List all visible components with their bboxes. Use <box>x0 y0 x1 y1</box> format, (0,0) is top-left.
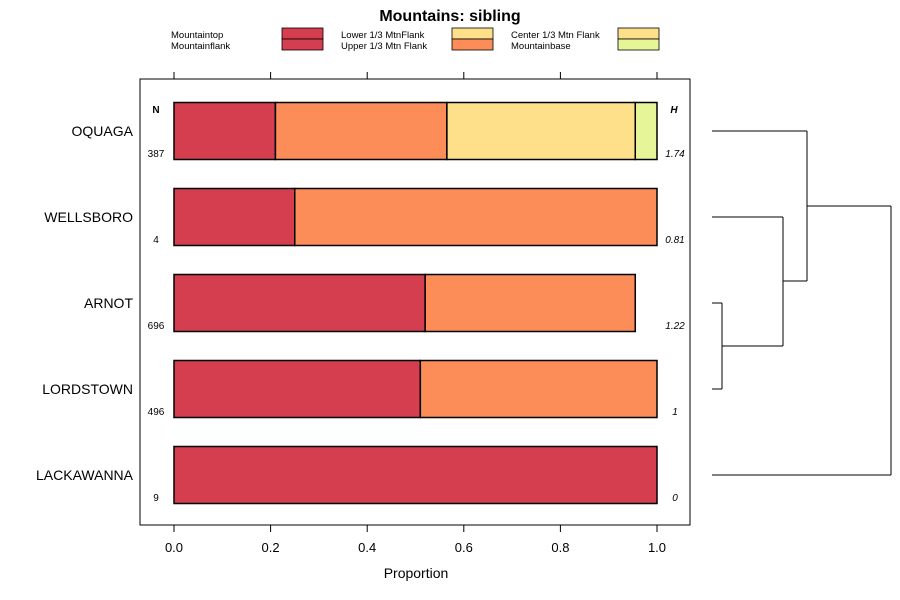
h-value: 1.74 <box>665 149 685 160</box>
category-labels: OQUAGA WELLSBORO ARNOT LORDSTOWN LACKAWANNA <box>36 123 134 483</box>
bars <box>173 101 658 505</box>
bar-segment <box>173 359 422 419</box>
n-header: N <box>152 105 159 116</box>
legend-label: Mountaintop <box>171 30 223 41</box>
chart-title: Mountains: sibling <box>379 8 520 25</box>
legend-label: Mountainflank <box>171 41 230 52</box>
legend-label: Lower 1/3 MtnFlank <box>341 30 425 41</box>
category-label: LORDSTOWN <box>42 381 133 397</box>
h-value: 1 <box>672 407 678 418</box>
bar-segment <box>274 101 448 161</box>
bar-segment <box>173 445 658 505</box>
category-label: WELLSBORO <box>44 209 133 225</box>
x-tick-label: 0.2 <box>262 540 280 555</box>
x-tick-label: 0.0 <box>165 540 183 555</box>
dendrogram <box>712 130 892 476</box>
n-value: 496 <box>148 407 165 418</box>
bar-segment <box>173 273 426 333</box>
bar-segment <box>446 101 637 161</box>
legend-swatch <box>281 38 324 51</box>
bar-segment <box>173 101 277 161</box>
plot-frame <box>139 78 691 526</box>
h-value: 0.81 <box>665 235 684 246</box>
category-label: ARNOT <box>84 295 133 311</box>
x-tick-label: 0.6 <box>455 540 473 555</box>
legend-swatch <box>451 38 494 51</box>
x-axis-label: Proportion <box>384 565 449 581</box>
n-value: 4 <box>153 235 159 246</box>
bar-segment <box>294 187 658 247</box>
category-label: OQUAGA <box>72 123 134 139</box>
x-axis: 0.0 0.2 0.4 0.6 0.8 1.0 <box>165 72 666 555</box>
legend-label: Upper 1/3 Mtn Flank <box>341 41 427 52</box>
h-value: 1.22 <box>665 321 685 332</box>
legend-label: Mountainbase <box>511 41 571 52</box>
x-tick-label: 0.8 <box>551 540 569 555</box>
bar-segment <box>634 101 658 161</box>
n-value: 9 <box>153 493 159 504</box>
h-header: H <box>670 105 678 116</box>
legend-swatch <box>281 27 324 40</box>
category-label: LACKAWANNA <box>36 467 134 483</box>
legend-label: Center 1/3 Mtn Flank <box>511 30 600 41</box>
bar-segment <box>173 187 296 247</box>
legend-swatch <box>451 27 494 40</box>
legend-swatch <box>617 27 660 40</box>
x-tick-label: 0.4 <box>358 540 376 555</box>
n-h-annotations: 387 1.74 4 0.81 696 1.22 496 1 9 0 <box>148 149 686 504</box>
n-value: 696 <box>148 321 165 332</box>
x-tick-label: 1.0 <box>648 540 666 555</box>
bar-segment <box>419 359 658 419</box>
h-value: 0 <box>672 493 678 504</box>
n-value: 387 <box>148 149 165 160</box>
legend-swatch <box>617 38 660 51</box>
bar-segment <box>424 273 637 333</box>
